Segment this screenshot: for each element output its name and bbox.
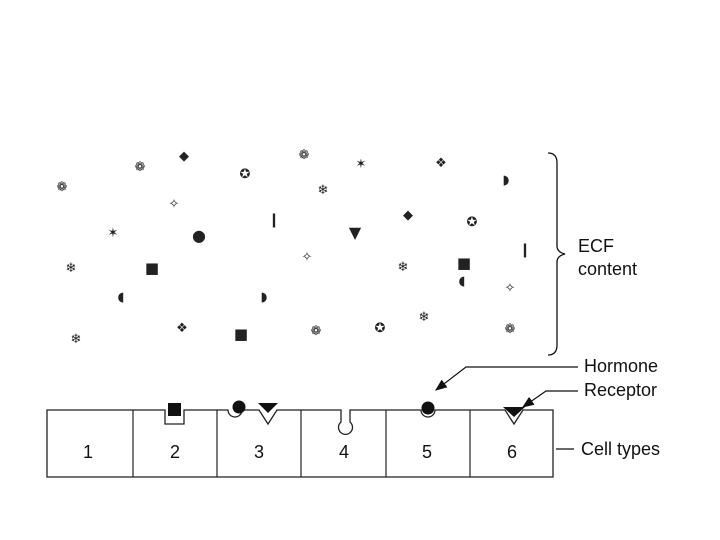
bar-molecule: ❙ [268,212,280,228]
star-circle-molecule: ✪ [467,215,478,230]
crescent-molecule: ◖ [118,290,125,305]
star-circle-molecule: ✪ [240,167,251,182]
sparkle-molecule: ✧ [302,250,313,265]
cell-type-6: 6 [507,442,517,462]
cross-diamond-molecule: ❖ [435,156,447,171]
bound-circle-hormone [421,401,435,415]
diamond-molecule: ◆ [179,149,189,164]
cell-type-2: 2 [170,442,180,462]
gear-molecule: ❁ [57,180,68,195]
bound-circle-hormone [232,400,246,414]
cell-type-4: 4 [339,442,349,462]
bound-triangle-hormone [258,403,278,413]
receptor-arrow [522,390,578,408]
snowflake-molecule: ❄ [398,260,409,275]
ecf-brace [547,152,566,356]
cell-type-3: 3 [254,442,264,462]
ecf-molecules: ❁ ❁ ◆ ✪ ❁ ✶ ❖ ◗ ❄ ✧ ✶ ● ❙ ▼ ◆ ✪ ❄ ■ ✧ ❄ ■ ❙ ◖ ◗ ◖ ✧ ❄ ❖ ■ ❁ ✪ ❄ ❁ [57,148,531,347]
ecf-label-line2: content [578,259,637,279]
gear-molecule: ❁ [135,160,146,175]
half-circle-molecule: ◗ [503,173,510,188]
half-circle-molecule: ◗ [261,290,268,305]
cell-membrane-outline [46,409,554,478]
snowflake-molecule: ❄ [66,261,77,276]
gear-molecule: ❁ [299,148,310,163]
asterisk-molecule: ✶ [356,157,367,172]
sparkle-molecule: ✧ [169,197,180,212]
cell-types-label: Cell types [581,439,660,459]
triangle-molecule: ▼ [349,223,362,242]
bar-molecule: ❙ [519,242,531,258]
square-molecule: ■ [457,254,471,272]
diamond-molecule: ◆ [403,208,413,223]
cross-diamond-molecule: ❖ [176,321,188,336]
receptor-label: Receptor [584,380,657,400]
crescent-molecule: ◖ [459,274,466,289]
gear-molecule: ❁ [505,322,516,337]
circle-molecule: ● [192,226,206,245]
gear-molecule: ❁ [311,324,322,339]
snowflake-molecule: ❄ [318,183,329,198]
hormone-arrow [435,366,578,391]
snowflake-molecule: ❄ [419,310,430,325]
cell-type-1: 1 [83,442,93,462]
ecf-label-line1: ECF [578,236,614,256]
cell-type-5: 5 [422,442,432,462]
bound-triangle-hormone [503,407,525,417]
snowflake-molecule: ❄ [71,332,82,347]
square-molecule: ■ [145,259,159,277]
asterisk-molecule: ✶ [108,226,119,241]
bound-square-hormone [168,403,181,416]
square-molecule: ■ [234,325,248,343]
star-circle-molecule: ✪ [375,321,386,336]
sparkle-molecule: ✧ [505,281,516,296]
hormone-label: Hormone [584,356,658,376]
